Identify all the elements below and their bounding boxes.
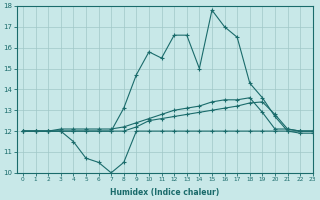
X-axis label: Humidex (Indice chaleur): Humidex (Indice chaleur) — [110, 188, 219, 197]
